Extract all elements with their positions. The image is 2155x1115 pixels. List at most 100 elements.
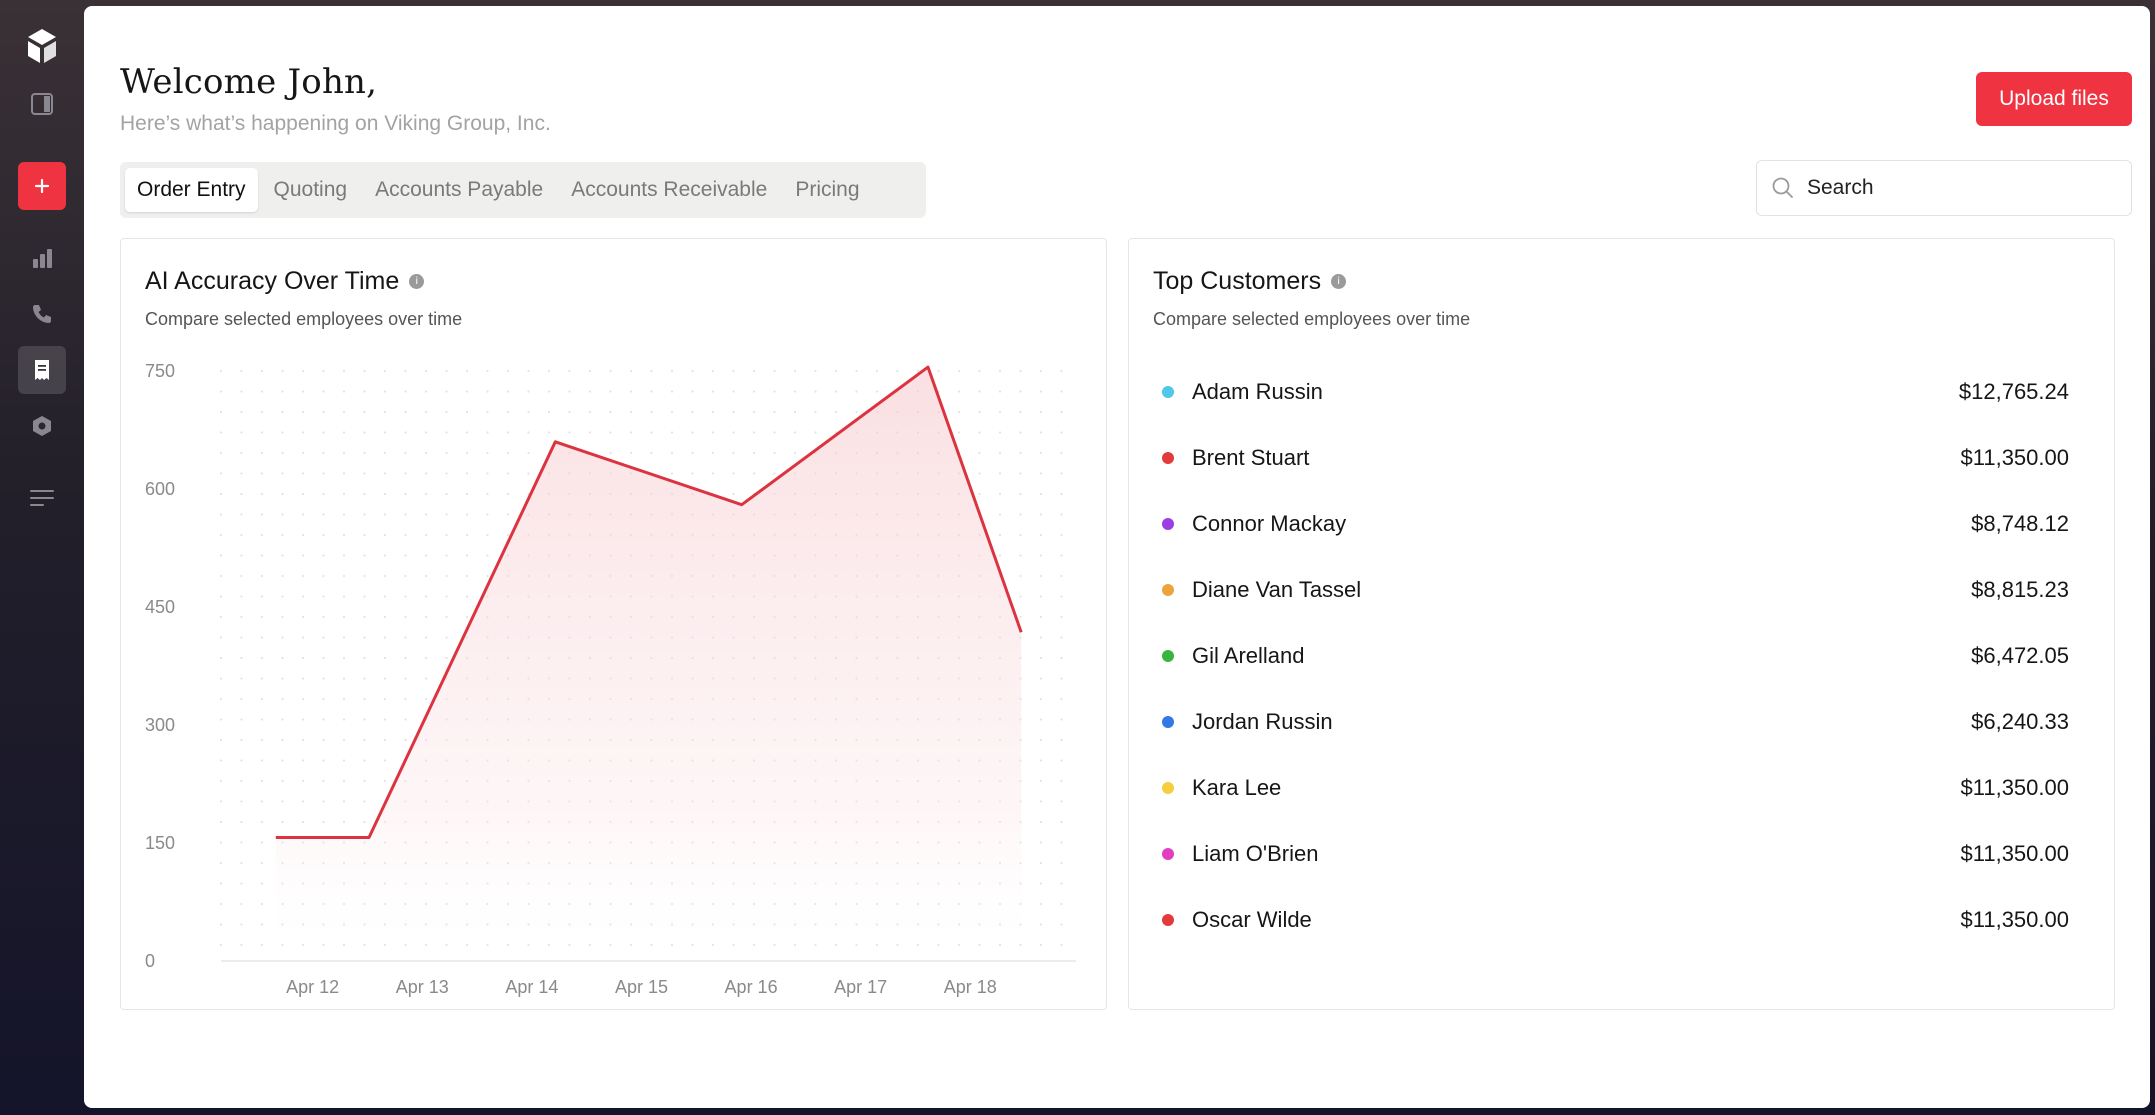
grid-dot	[998, 533, 1002, 537]
data-point[interactable]	[738, 501, 746, 509]
grid-dot	[978, 472, 981, 475]
grid-dot	[1060, 697, 1063, 701]
grid-dot	[732, 431, 735, 434]
grid-dot	[260, 841, 264, 844]
grid-dot	[445, 636, 448, 639]
grid-dot	[1039, 697, 1043, 701]
grid-dot	[240, 800, 243, 803]
customer-row[interactable]: Jordan Russin $6,240.33	[1153, 689, 2069, 755]
sidebar-toggle-icon[interactable]	[18, 80, 66, 128]
grid-dot	[506, 492, 510, 496]
tab-pricing[interactable]: Pricing	[795, 178, 860, 201]
grid-dot	[465, 451, 469, 455]
grid-dot	[301, 677, 305, 680]
data-point[interactable]	[365, 833, 373, 841]
customer-row[interactable]: Connor Mackay $8,748.12	[1153, 491, 2069, 557]
grid-dot	[260, 410, 264, 414]
grid-dot	[506, 472, 510, 475]
grid-dot	[260, 718, 264, 721]
data-point[interactable]	[924, 363, 932, 371]
upload-files-button[interactable]: Upload files	[1976, 72, 2132, 126]
integrations-button[interactable]	[18, 402, 66, 450]
grid-dot	[711, 451, 715, 455]
logo-icon[interactable]	[18, 22, 66, 70]
grid-dot	[465, 574, 469, 578]
customer-row[interactable]: Liam O'Brien $11,350.00	[1153, 821, 2069, 887]
calls-button[interactable]	[18, 290, 66, 338]
grid-dot	[1039, 738, 1043, 742]
grid-dot	[527, 369, 530, 373]
grid-dot	[281, 656, 284, 660]
grid-dot	[342, 595, 346, 598]
grid-dot	[219, 697, 223, 701]
grid-dot	[506, 513, 510, 516]
grid-dot	[260, 554, 264, 557]
analytics-button[interactable]	[18, 234, 66, 282]
add-button[interactable]	[18, 162, 66, 210]
grid-dot	[383, 636, 387, 639]
customer-row[interactable]: Kara Lee $11,350.00	[1153, 755, 2069, 821]
grid-dot	[219, 513, 223, 516]
grid-dot	[404, 554, 407, 557]
accuracy-chart: 0 150 300 450 600 750 Apr 12 Apr 13 Apr 14 Apr 1…	[145, 361, 1076, 997]
grid-dot	[342, 820, 346, 824]
search-box[interactable]	[1756, 160, 2132, 216]
grid-dot	[219, 451, 223, 455]
data-point[interactable]	[551, 438, 559, 446]
grid-dot	[937, 369, 940, 373]
customer-row[interactable]: Brent Stuart $11,350.00	[1153, 425, 2069, 491]
grid-dot	[301, 759, 305, 762]
grid-dot	[998, 513, 1002, 516]
orders-button[interactable]	[18, 346, 66, 394]
grid-dot	[281, 513, 284, 516]
tab-order-entry[interactable]: Order Entry	[125, 168, 258, 212]
grid-dot	[219, 861, 223, 865]
grid-dot	[1060, 759, 1063, 762]
search-input[interactable]	[1807, 176, 2107, 200]
menu-button[interactable]	[18, 474, 66, 522]
grid-dot	[240, 697, 243, 701]
grid-dot	[322, 595, 325, 598]
grid-dot	[1019, 554, 1022, 557]
grid-dot	[281, 718, 284, 721]
info-icon[interactable]: i	[409, 274, 425, 289]
data-point[interactable]	[272, 833, 280, 841]
grid-dot	[629, 431, 633, 434]
grid-dot	[978, 431, 981, 434]
customer-name: Kara Lee	[1192, 775, 1282, 800]
customer-row[interactable]: Diane Van Tassel $8,815.23	[1153, 557, 2069, 623]
info-icon[interactable]: i	[1331, 274, 1347, 289]
customer-color-dot	[1162, 848, 1174, 860]
grid-dot	[793, 431, 797, 434]
grid-dot	[465, 431, 469, 434]
tab-accounts-receivable[interactable]: Accounts Receivable	[571, 178, 768, 201]
grid-dot	[1019, 533, 1022, 537]
grid-dot	[547, 369, 551, 373]
grid-dot	[301, 574, 305, 578]
tab-quoting[interactable]: Quoting	[273, 178, 348, 201]
tab-accounts-payable[interactable]: Accounts Payable	[375, 178, 544, 201]
grid-dot	[1019, 431, 1022, 434]
grid-dot	[260, 615, 264, 619]
grid-dot	[383, 738, 387, 742]
grid-dot	[424, 615, 428, 619]
grid-dot	[1060, 636, 1063, 639]
grid-dot	[506, 390, 510, 393]
grid-dot	[1039, 759, 1043, 762]
grid-dot	[363, 513, 366, 516]
grid-dot	[301, 431, 305, 434]
customer-amount: $6,472.05	[1971, 643, 2069, 668]
grid-dot	[240, 533, 243, 537]
grid-dot	[1060, 656, 1063, 660]
customer-row[interactable]: Adam Russin $12,765.24	[1153, 359, 2069, 425]
plus-icon	[34, 178, 50, 194]
customer-row[interactable]: Oscar Wilde $11,350.00	[1153, 887, 2069, 953]
grid-dot	[875, 369, 879, 373]
customer-row[interactable]: Gil Arelland $6,472.05	[1153, 623, 2069, 689]
data-point[interactable]	[1017, 628, 1025, 636]
grid-dot	[1060, 513, 1063, 516]
grid-dot	[260, 800, 264, 803]
grid-dot	[260, 595, 264, 598]
x-tick-label: Apr 18	[944, 977, 997, 997]
grid-dot	[1060, 841, 1063, 844]
